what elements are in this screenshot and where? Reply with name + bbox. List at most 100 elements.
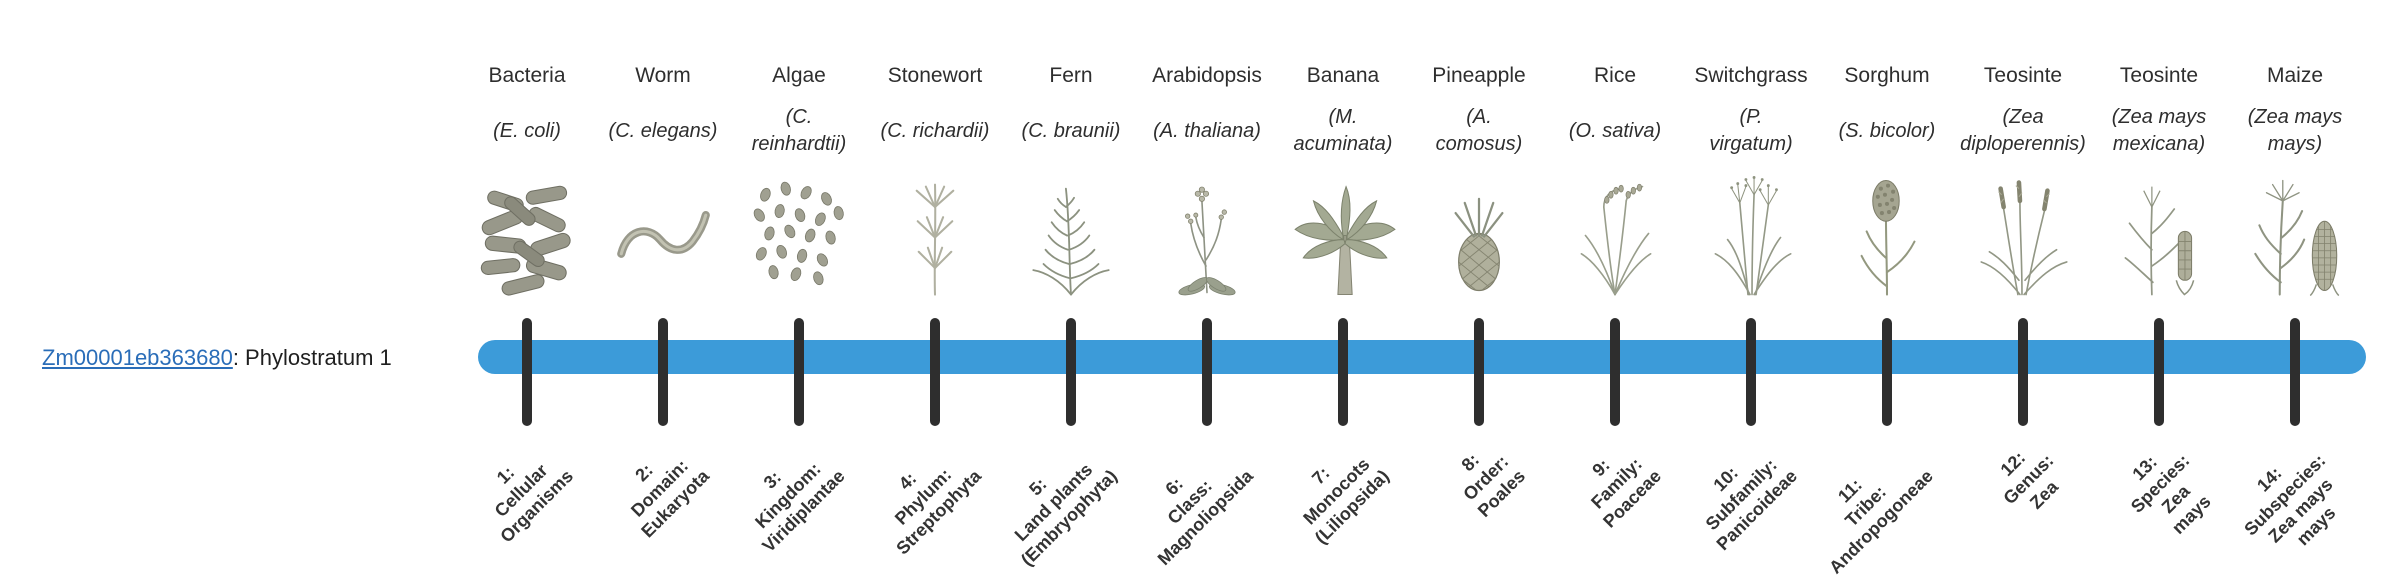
- stratum-label: 3: Kingdom: Viridiplantae: [695, 434, 848, 556]
- teosinte-diplo-icon: [1967, 172, 2079, 300]
- stonewort-icon: [879, 172, 991, 300]
- timeline-tick: [2290, 318, 2300, 426]
- organism-name: Algae: [772, 64, 826, 87]
- scientific-name-line: virgatum): [1709, 133, 1793, 155]
- organism-column-14: Maize (Zea mays mays) 14: Subspecies: Zea m…: [2185, 0, 2400, 580]
- organism-name: Bacteria: [488, 64, 566, 87]
- organism-scientific-name: (P. virgatum): [1641, 98, 1861, 164]
- bacteria-icon: [471, 172, 583, 300]
- organism-column-13: Teosinte (Zea mays mexicana) 13: Species: Z…: [2049, 0, 2269, 580]
- organism-scientific-name: (Zea mays mays): [2185, 98, 2400, 164]
- organism-scientific-name: (C. elegans): [553, 98, 773, 164]
- maize-icon: [2239, 172, 2351, 300]
- scientific-name-line: (Zea mays: [2247, 106, 2343, 128]
- stratum-label: 9: Family: Poaceae: [1546, 434, 1665, 532]
- timeline-tick: [794, 318, 804, 426]
- fern-icon: [1015, 172, 1127, 300]
- organism-scientific-name: (S. bicolor): [1777, 98, 1997, 164]
- scientific-name-line: (C. braunii): [1021, 119, 1121, 142]
- scientific-name-line: (O. sativa): [1568, 119, 1662, 142]
- organism-column-2: Worm (C. elegans) 2: Domain: Eukaryota: [553, 0, 773, 580]
- organism-scientific-name: (A. thaliana): [1097, 98, 1317, 164]
- organism-scientific-name: (M. acuminata): [1233, 98, 1453, 164]
- scientific-name-line: (C. richardii): [880, 119, 990, 142]
- scientific-name-line: (S. bicolor): [1838, 119, 1936, 142]
- timeline-tick: [1610, 318, 1620, 426]
- stratum-label: 1: Cellular Organisms: [437, 434, 577, 546]
- worm-icon: [607, 172, 719, 300]
- timeline-tick: [930, 318, 940, 426]
- algae-icon: [743, 172, 855, 300]
- teosinte-mex-icon: [2103, 172, 2215, 300]
- organism-scientific-name: (Zea diploperennis): [1913, 98, 2133, 164]
- arabidopsis-icon: [1151, 172, 1263, 300]
- timeline-tick: [658, 318, 668, 426]
- organism-name: Worm: [635, 64, 691, 87]
- organism-name: Sorghum: [1844, 64, 1930, 87]
- organism-column-6: Arabidopsis (A. thaliana) 6: Class: Magnol…: [1097, 0, 1317, 580]
- rice-icon: [1559, 172, 1671, 300]
- organism-scientific-name: (C. richardii): [825, 98, 1045, 164]
- organism-name: Teosinte: [2119, 64, 2199, 87]
- scientific-name-line: diploperennis): [1960, 133, 2086, 155]
- organism-column-7: Banana (M. acuminata) 7: Monocots (Liliopsi…: [1233, 0, 1453, 580]
- scientific-name-line: (A.: [1466, 106, 1492, 128]
- scientific-name-line: (P.: [1739, 106, 1763, 128]
- timeline-tick: [1474, 318, 1484, 426]
- timeline-tick: [2018, 318, 2028, 426]
- stratum-label: 14: Subspecies: Zea mays mays: [2193, 434, 2339, 549]
- organism-name: Maize: [2266, 64, 2324, 87]
- timeline-bar: [478, 340, 2366, 374]
- gene-label: Zm00001eb363680: Phylostratum 1: [42, 345, 392, 371]
- scientific-name-line: (C. elegans): [608, 119, 718, 142]
- organism-column-5: Fern (C. braunii) 5: Land plants (Embryoph…: [961, 0, 1181, 580]
- organism-scientific-name: (C. braunii): [961, 98, 1181, 164]
- timeline-tick: [522, 318, 532, 426]
- organism-name: Rice: [1593, 64, 1636, 87]
- stratum-label: 10: Subfamily: Panicoideae: [1650, 434, 1801, 554]
- scientific-name-line: (Zea mays: [2111, 106, 2207, 128]
- timeline-tick: [1882, 318, 1892, 426]
- organism-column-1: Bacteria (E. coli) 1: Cellular Organisms: [417, 0, 637, 580]
- banana-icon: [1287, 172, 1399, 300]
- stratum-label-text: 14: Subspecies: Zea mays mays: [2224, 434, 2361, 571]
- organism-column-3: Algae (C. reinhardtii) 3: Kingdom: Viridipl…: [689, 0, 909, 580]
- organism-name: Fern: [1049, 64, 1093, 87]
- organism-name: Banana: [1306, 64, 1380, 87]
- stratum-label: 13: Species: Zea mays: [2089, 434, 2215, 538]
- scientific-name-line: (E. coli): [493, 119, 561, 142]
- scientific-name-line: (Zea: [2002, 106, 2044, 128]
- gene-link[interactable]: Zm00001eb363680: [42, 345, 233, 370]
- switchgrass-icon: [1695, 172, 1807, 300]
- organism-scientific-name: (E. coli): [417, 98, 637, 164]
- organism-name: Pineapple: [1432, 64, 1526, 87]
- organism-column-9: Rice (O. sativa) 9: Family: Poaceae: [1505, 0, 1725, 580]
- organism-scientific-name: (A. comosus): [1369, 98, 1589, 164]
- stratum-label: 2: Domain: Eukaryota: [580, 434, 713, 542]
- sorghum-icon: [1831, 172, 1943, 300]
- timeline-tick: [1338, 318, 1348, 426]
- timeline-tick: [1746, 318, 1756, 426]
- scientific-name-line: mexicana): [2112, 133, 2206, 155]
- organism-name: Arabidopsis: [1152, 64, 1262, 87]
- stratum-label: 11: Tribe: Andropogoneae: [1753, 434, 1937, 578]
- organism-column-10: Switchgrass (P. virgatum) 10: Subfamily: Pa…: [1641, 0, 1861, 580]
- scientific-name-line: (A. thaliana): [1153, 119, 1261, 142]
- organism-column-12: Teosinte (Zea diploperennis) 12: Genus: Zea: [1913, 0, 2133, 580]
- scientific-name-line: (M.: [1328, 106, 1358, 128]
- scientific-name-line: reinhardtii): [751, 133, 847, 155]
- organism-column-8: Pineapple (A. comosus) 8: Order: Poales: [1369, 0, 1589, 580]
- scientific-name-line: comosus): [1435, 133, 1523, 155]
- organism-name: Switchgrass: [1694, 64, 1808, 87]
- stratum-label: 5: Land plants (Embryophyta): [948, 434, 1121, 569]
- organism-scientific-name: (O. sativa): [1505, 98, 1725, 164]
- scientific-name-line: mays): [2267, 133, 2323, 155]
- stratum-label: 7: Monocots (Liliopsida): [1251, 434, 1393, 548]
- stratum-label: 8: Order: Poales: [1425, 434, 1529, 521]
- organism-scientific-name: (Zea mays mexicana): [2049, 98, 2269, 164]
- organism-column-4: Stonewort (C. richardii) 4: Phylum: Strept…: [825, 0, 1045, 580]
- stratum-label: 12: Genus: Zea: [1965, 434, 2062, 512]
- organism-column-11: Sorghum (S. bicolor) 11: Tribe: Andropogon…: [1777, 0, 1997, 580]
- scientific-name-line: (C.: [785, 106, 813, 128]
- organism-name: Stonewort: [887, 64, 983, 87]
